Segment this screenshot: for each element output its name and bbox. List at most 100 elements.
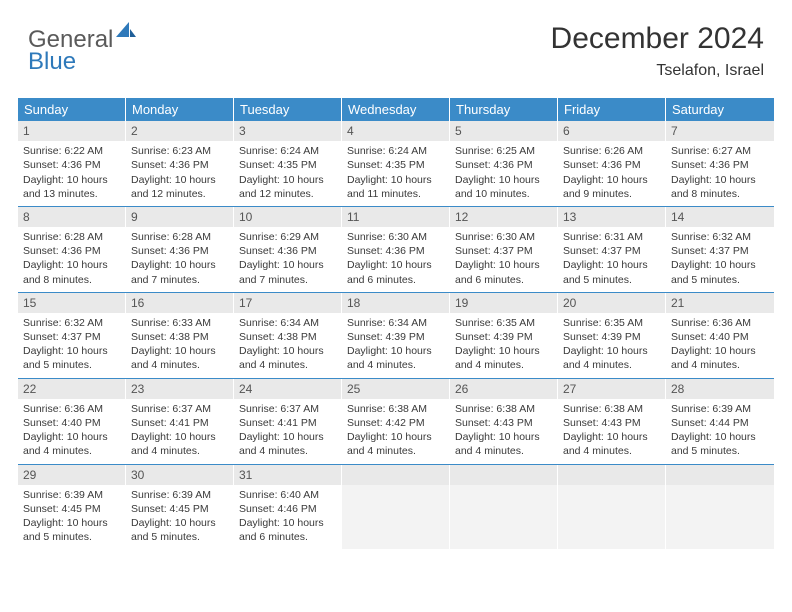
daylight-line: Daylight: 10 hours and 5 minutes. (563, 258, 660, 286)
sunset-line: Sunset: 4:37 PM (455, 244, 552, 258)
logo-sail-icon (115, 20, 137, 48)
day-cell: 28Sunrise: 6:39 AMSunset: 4:44 PMDayligh… (666, 379, 774, 464)
day-cell: 7Sunrise: 6:27 AMSunset: 4:36 PMDaylight… (666, 121, 774, 206)
sunrise-line: Sunrise: 6:29 AM (239, 230, 336, 244)
sunrise-line: Sunrise: 6:34 AM (239, 316, 336, 330)
empty-day-number (342, 465, 449, 485)
day-cell: 21Sunrise: 6:36 AMSunset: 4:40 PMDayligh… (666, 293, 774, 378)
weekday-header-cell: Sunday (18, 98, 126, 121)
sunset-line: Sunset: 4:43 PM (563, 416, 660, 430)
sunrise-line: Sunrise: 6:35 AM (455, 316, 552, 330)
day-number: 8 (18, 207, 125, 227)
day-cell: 24Sunrise: 6:37 AMSunset: 4:41 PMDayligh… (234, 379, 342, 464)
location: Tselafon, Israel (551, 62, 764, 80)
day-number: 29 (18, 465, 125, 485)
day-body: Sunrise: 6:24 AMSunset: 4:35 PMDaylight:… (234, 141, 341, 206)
week-row: 1Sunrise: 6:22 AMSunset: 4:36 PMDaylight… (18, 121, 774, 206)
sunset-line: Sunset: 4:36 PM (455, 158, 552, 172)
sunset-line: Sunset: 4:45 PM (131, 502, 228, 516)
daylight-line: Daylight: 10 hours and 5 minutes. (23, 344, 120, 372)
week-row: 29Sunrise: 6:39 AMSunset: 4:45 PMDayligh… (18, 464, 774, 550)
sunrise-line: Sunrise: 6:32 AM (23, 316, 120, 330)
weekday-header-cell: Wednesday (342, 98, 450, 121)
sunrise-line: Sunrise: 6:25 AM (455, 144, 552, 158)
week-row: 8Sunrise: 6:28 AMSunset: 4:36 PMDaylight… (18, 206, 774, 292)
day-cell: 17Sunrise: 6:34 AMSunset: 4:38 PMDayligh… (234, 293, 342, 378)
sunrise-line: Sunrise: 6:39 AM (131, 488, 228, 502)
day-number: 19 (450, 293, 557, 313)
sunset-line: Sunset: 4:38 PM (131, 330, 228, 344)
empty-day-number (558, 465, 665, 485)
sunrise-line: Sunrise: 6:39 AM (671, 402, 769, 416)
day-body: Sunrise: 6:28 AMSunset: 4:36 PMDaylight:… (18, 227, 125, 292)
day-body: Sunrise: 6:28 AMSunset: 4:36 PMDaylight:… (126, 227, 233, 292)
sunset-line: Sunset: 4:43 PM (455, 416, 552, 430)
day-cell: 10Sunrise: 6:29 AMSunset: 4:36 PMDayligh… (234, 207, 342, 292)
day-cell: 26Sunrise: 6:38 AMSunset: 4:43 PMDayligh… (450, 379, 558, 464)
day-body: Sunrise: 6:30 AMSunset: 4:36 PMDaylight:… (342, 227, 449, 292)
sunrise-line: Sunrise: 6:22 AM (23, 144, 120, 158)
day-cell: 3Sunrise: 6:24 AMSunset: 4:35 PMDaylight… (234, 121, 342, 206)
daylight-line: Daylight: 10 hours and 4 minutes. (131, 344, 228, 372)
day-cell: 11Sunrise: 6:30 AMSunset: 4:36 PMDayligh… (342, 207, 450, 292)
day-body: Sunrise: 6:33 AMSunset: 4:38 PMDaylight:… (126, 313, 233, 378)
day-number: 23 (126, 379, 233, 399)
daylight-line: Daylight: 10 hours and 8 minutes. (671, 173, 769, 201)
sunrise-line: Sunrise: 6:30 AM (347, 230, 444, 244)
sunrise-line: Sunrise: 6:27 AM (671, 144, 769, 158)
sunrise-line: Sunrise: 6:23 AM (131, 144, 228, 158)
day-body: Sunrise: 6:38 AMSunset: 4:43 PMDaylight:… (450, 399, 557, 464)
day-body: Sunrise: 6:34 AMSunset: 4:38 PMDaylight:… (234, 313, 341, 378)
sunset-line: Sunset: 4:41 PM (131, 416, 228, 430)
day-number: 10 (234, 207, 341, 227)
day-body: Sunrise: 6:27 AMSunset: 4:36 PMDaylight:… (666, 141, 774, 206)
sunrise-line: Sunrise: 6:38 AM (563, 402, 660, 416)
daylight-line: Daylight: 10 hours and 11 minutes. (347, 173, 444, 201)
weekday-header-cell: Monday (126, 98, 234, 121)
daylight-line: Daylight: 10 hours and 12 minutes. (131, 173, 228, 201)
day-cell: 13Sunrise: 6:31 AMSunset: 4:37 PMDayligh… (558, 207, 666, 292)
sunrise-line: Sunrise: 6:31 AM (563, 230, 660, 244)
weekday-header-cell: Friday (558, 98, 666, 121)
day-number: 28 (666, 379, 774, 399)
day-cell: 16Sunrise: 6:33 AMSunset: 4:38 PMDayligh… (126, 293, 234, 378)
sunrise-line: Sunrise: 6:34 AM (347, 316, 444, 330)
daylight-line: Daylight: 10 hours and 4 minutes. (671, 344, 769, 372)
day-cell: 4Sunrise: 6:24 AMSunset: 4:35 PMDaylight… (342, 121, 450, 206)
day-body: Sunrise: 6:34 AMSunset: 4:39 PMDaylight:… (342, 313, 449, 378)
day-body: Sunrise: 6:37 AMSunset: 4:41 PMDaylight:… (234, 399, 341, 464)
day-number: 14 (666, 207, 774, 227)
day-body: Sunrise: 6:30 AMSunset: 4:37 PMDaylight:… (450, 227, 557, 292)
day-body: Sunrise: 6:25 AMSunset: 4:36 PMDaylight:… (450, 141, 557, 206)
sunrise-line: Sunrise: 6:35 AM (563, 316, 660, 330)
day-number: 22 (18, 379, 125, 399)
sunset-line: Sunset: 4:37 PM (23, 330, 120, 344)
day-cell (666, 465, 774, 550)
day-body: Sunrise: 6:32 AMSunset: 4:37 PMDaylight:… (666, 227, 774, 292)
day-number: 16 (126, 293, 233, 313)
day-number: 21 (666, 293, 774, 313)
day-cell (450, 465, 558, 550)
month-title: December 2024 (551, 22, 764, 56)
day-body: Sunrise: 6:35 AMSunset: 4:39 PMDaylight:… (450, 313, 557, 378)
day-cell: 25Sunrise: 6:38 AMSunset: 4:42 PMDayligh… (342, 379, 450, 464)
daylight-line: Daylight: 10 hours and 4 minutes. (455, 344, 552, 372)
day-cell: 8Sunrise: 6:28 AMSunset: 4:36 PMDaylight… (18, 207, 126, 292)
day-number: 9 (126, 207, 233, 227)
daylight-line: Daylight: 10 hours and 4 minutes. (455, 430, 552, 458)
daylight-line: Daylight: 10 hours and 5 minutes. (131, 516, 228, 544)
sunset-line: Sunset: 4:36 PM (347, 244, 444, 258)
day-number: 6 (558, 121, 665, 141)
day-cell: 23Sunrise: 6:37 AMSunset: 4:41 PMDayligh… (126, 379, 234, 464)
day-cell: 14Sunrise: 6:32 AMSunset: 4:37 PMDayligh… (666, 207, 774, 292)
day-number: 27 (558, 379, 665, 399)
sunrise-line: Sunrise: 6:37 AM (239, 402, 336, 416)
sunrise-line: Sunrise: 6:36 AM (23, 402, 120, 416)
title-block: December 2024 Tselafon, Israel (551, 18, 764, 80)
day-cell: 20Sunrise: 6:35 AMSunset: 4:39 PMDayligh… (558, 293, 666, 378)
sunrise-line: Sunrise: 6:38 AM (347, 402, 444, 416)
day-body: Sunrise: 6:39 AMSunset: 4:45 PMDaylight:… (18, 485, 125, 550)
sunrise-line: Sunrise: 6:28 AM (131, 230, 228, 244)
day-body: Sunrise: 6:36 AMSunset: 4:40 PMDaylight:… (18, 399, 125, 464)
daylight-line: Daylight: 10 hours and 5 minutes. (23, 516, 120, 544)
